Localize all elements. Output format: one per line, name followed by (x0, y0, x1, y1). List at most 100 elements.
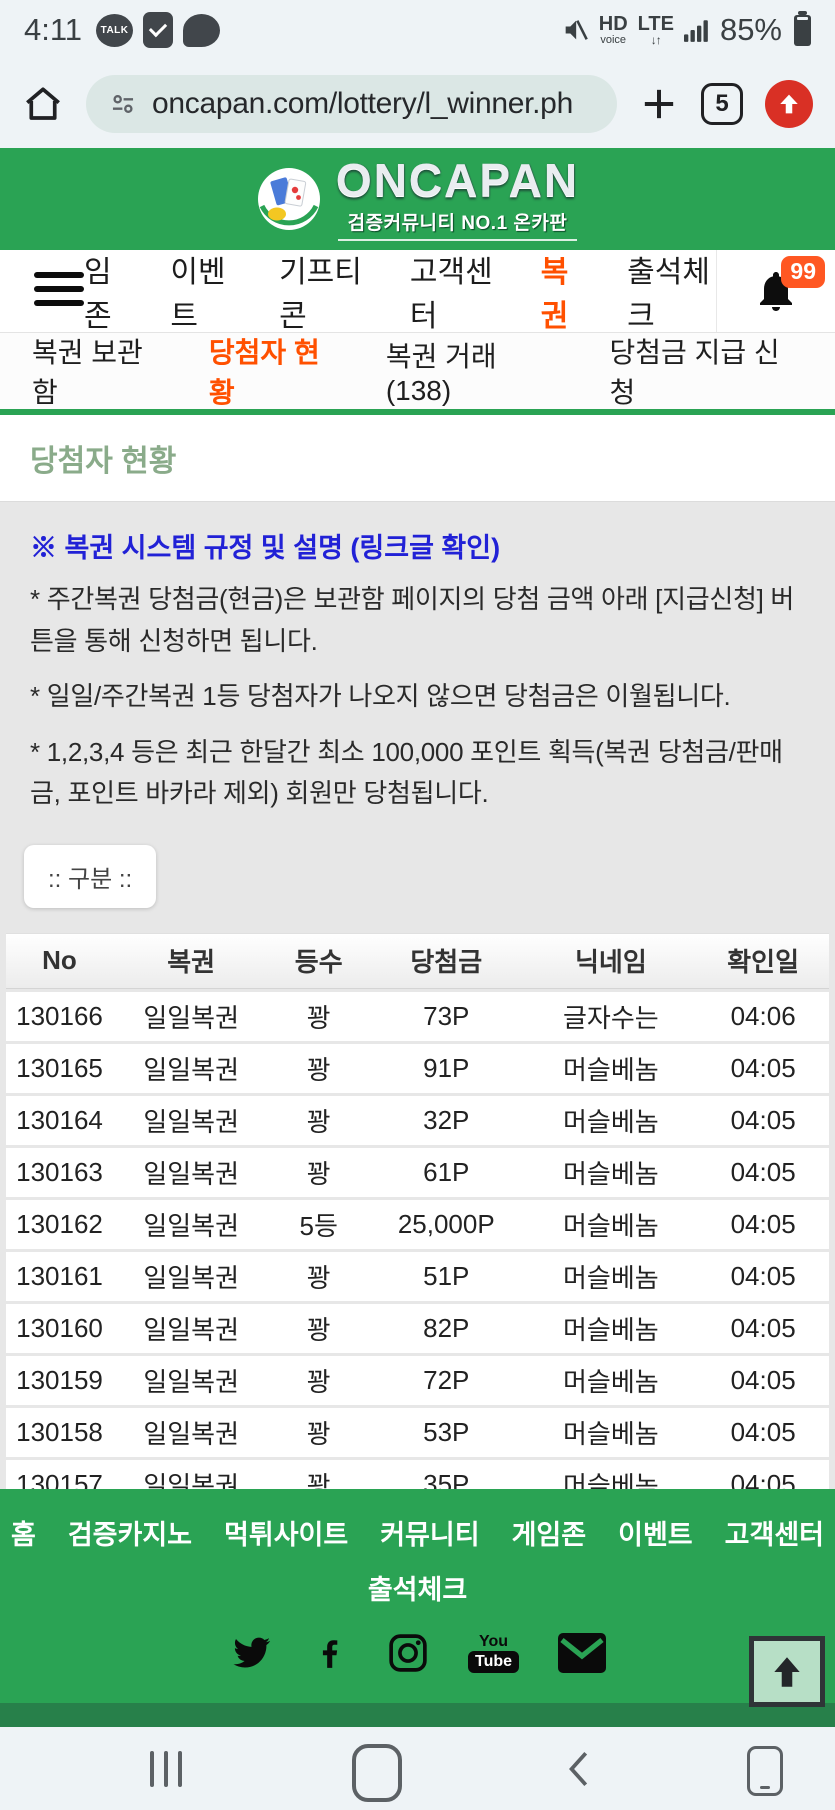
nav-item-support[interactable]: 고객센터 (409, 256, 493, 333)
subnav-item-storage[interactable]: 복권 보관함 (32, 337, 143, 408)
instagram-icon[interactable] (386, 1631, 430, 1675)
col-header-prize: 당첨금 (368, 932, 525, 989)
table-row: 130164 일일복권 꽝 32P 머슬베놈 04:05 (6, 1095, 829, 1145)
cell-lottery: 일일복권 (112, 1303, 270, 1353)
cell-no: 130161 (6, 1251, 113, 1301)
footer-link-verified-casino[interactable]: 검증카지노 (67, 1520, 193, 1550)
footer-link-event[interactable]: 이벤트 (618, 1520, 693, 1550)
cell-lottery: 일일복권 (112, 1199, 270, 1249)
hd-voice-indicator: HD voice (599, 14, 628, 46)
col-header-no: No (6, 932, 113, 989)
cell-rank: 꽝 (269, 1147, 369, 1197)
cell-rank: 꽝 (269, 1095, 369, 1145)
cell-prize: 73P (368, 991, 525, 1041)
col-header-time: 확인일 (697, 932, 829, 989)
home-button[interactable] (352, 1744, 402, 1802)
cell-rank: 꽝 (269, 1407, 369, 1457)
footer-link-community[interactable]: 커뮤니티 (380, 1520, 480, 1550)
lte-indicator: LTE ↓↑ (638, 14, 674, 46)
youtube-label-bottom: Tube (467, 1650, 520, 1673)
col-header-lottery: 복권 (112, 932, 270, 989)
hd-label: HD (598, 13, 628, 35)
cell-nickname: 머슬베놈 (524, 1355, 698, 1405)
notification-badge[interactable]: 99 (781, 256, 825, 288)
table-row: 130165 일일복권 꽝 91P 머슬베놈 04:05 (6, 1043, 829, 1093)
category-filter-dropdown[interactable]: :: 구분 :: (24, 844, 157, 908)
recent-apps-button[interactable] (150, 1751, 182, 1787)
cell-time: 04:05 (697, 1355, 829, 1405)
footer-link-scam-sites[interactable]: 먹튀사이트 (224, 1520, 349, 1550)
kakaotalk-label: TALK (100, 24, 129, 36)
cell-nickname: 글자수는 (524, 991, 698, 1041)
table-row: 130162 일일복권 5등 25,000P 머슬베놈 04:05 (6, 1199, 829, 1249)
new-tab-icon[interactable] (639, 84, 679, 124)
nav-item-imjon[interactable]: 임존 (84, 256, 112, 333)
cell-no: 130166 (6, 991, 113, 1041)
cell-time: 04:05 (697, 1095, 829, 1145)
mute-icon (565, 20, 588, 40)
rules-link[interactable]: ※ 복권 시스템 규정 및 설명 (링크글 확인) (30, 533, 501, 563)
voice-label: voice (600, 34, 627, 46)
table-row: 130161 일일복권 꽝 51P 머슬베놈 04:05 (6, 1251, 829, 1301)
page-content: ※ 복권 시스템 규정 및 설명 (링크글 확인) * 주간복권 당첨금(현금)… (0, 501, 835, 1489)
url-text[interactable]: oncapan.com/lottery/l_winner.ph (152, 87, 573, 120)
notification-area[interactable]: 99 (716, 250, 835, 332)
tab-count: 5 (715, 90, 729, 117)
footer-link-attendance[interactable]: 출석체크 (367, 1575, 468, 1605)
site-footer: 홈 검증카지노 먹튀사이트 커뮤니티 게임존 이벤트 고객센터 출석체크 You… (0, 1489, 835, 1703)
cell-prize: 72P (368, 1355, 525, 1405)
nav-item-attendance[interactable]: 출석체크 (627, 256, 710, 333)
table-row: 130159 일일복권 꽝 72P 머슬베놈 04:05 (6, 1355, 829, 1405)
cell-time: 04:05 (697, 1199, 829, 1249)
scroll-to-top-button[interactable] (749, 1636, 825, 1707)
cell-no: 130163 (6, 1147, 113, 1197)
logo-title: ONCAPAN (335, 154, 580, 206)
check-square-notification-icon (143, 12, 174, 48)
page-title: 당첨자 현황 (30, 445, 177, 478)
footer-link-home[interactable]: 홈 (10, 1520, 36, 1550)
battery-percent: 85% (719, 12, 782, 47)
cell-rank: 꽝 (269, 1355, 369, 1405)
email-icon[interactable] (557, 1633, 607, 1673)
cell-nickname: 머슬베놈 (524, 1407, 698, 1457)
cell-prize: 25,000P (368, 1199, 525, 1249)
subnav-item-payout-request[interactable]: 당첨금 지급 신청 (609, 337, 780, 408)
table-row: 130157 일일복권 꽝 35P 머슬베놈 04:05 (6, 1459, 829, 1489)
cell-no: 130160 (6, 1303, 113, 1353)
facebook-icon[interactable] (312, 1632, 348, 1674)
footer-links-row1: 홈 검증카지노 먹튀사이트 커뮤니티 게임존 이벤트 고객센터 (11, 1513, 824, 1552)
tab-count-button[interactable]: 5 (701, 83, 743, 125)
cell-lottery: 일일복권 (112, 1147, 270, 1197)
nav-item-lottery[interactable]: 복권 (540, 256, 569, 333)
nav-item-gifticon[interactable]: 기프티콘 (279, 256, 362, 333)
twitter-icon[interactable] (228, 1633, 274, 1673)
subnav-item-trade[interactable]: 복권 거래 (138) (385, 341, 497, 406)
phone-mode-icon[interactable] (747, 1746, 783, 1796)
cell-nickname: 머슬베놈 (524, 1303, 698, 1353)
nav-item-event[interactable]: 이벤트 (170, 256, 226, 333)
youtube-icon[interactable]: You Tube (467, 1633, 520, 1673)
kakaotalk-notification-icon: TALK (96, 13, 134, 47)
footer-link-game-zone[interactable]: 게임존 (511, 1520, 587, 1550)
cell-no: 130158 (6, 1407, 113, 1457)
home-icon[interactable] (22, 83, 64, 125)
cell-time: 04:05 (697, 1407, 829, 1457)
social-icons: You Tube (228, 1631, 607, 1675)
cell-prize: 91P (368, 1043, 525, 1093)
site-header-banner: ONCAPAN 검증커뮤니티 NO.1 온카판 (0, 148, 835, 250)
winners-table-wrap: No 복권 등수 당첨금 닉네임 확인일 130166 일일복권 꽝 73P 글자수는 0… (6, 930, 829, 1489)
cell-nickname: 머슬베놈 (524, 1459, 698, 1489)
back-button[interactable] (562, 1747, 600, 1791)
hamburger-menu-icon[interactable] (34, 272, 84, 332)
lte-label: LTE (637, 13, 674, 35)
logo[interactable]: ONCAPAN 검증커뮤니티 NO.1 온카판 (336, 157, 579, 241)
cell-prize: 35P (368, 1459, 525, 1489)
lottery-subnav: 복권 보관함 당첨자 현황 복권 거래 (138) 당첨금 지급 신청 (0, 333, 835, 415)
page-controls-icon[interactable] (110, 91, 136, 117)
subnav-item-winners[interactable]: 당첨자 현황 (208, 337, 320, 408)
status-bar: 4:11 TALK HD voice LTE ↓↑ 85% (0, 0, 835, 60)
address-bar[interactable]: oncapan.com/lottery/l_winner.ph (86, 75, 617, 133)
footer-link-support[interactable]: 고객센터 (724, 1520, 825, 1550)
chat-bubble-notification-icon (183, 13, 221, 47)
browser-update-button[interactable] (765, 80, 813, 128)
